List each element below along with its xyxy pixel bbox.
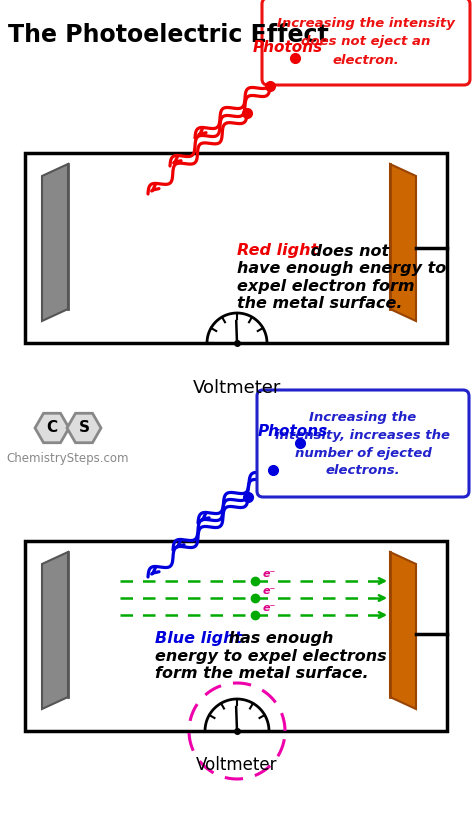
Text: has enough: has enough [223, 632, 333, 647]
Bar [25, 541, 447, 731]
Text: form the metal surface.: form the metal surface. [155, 666, 369, 681]
Text: have enough energy to: have enough energy to [237, 262, 446, 277]
Text: S: S [79, 420, 90, 435]
FancyBboxPatch shape [262, 0, 470, 85]
Polygon shape [42, 164, 68, 321]
Text: The Photoelectric Effect: The Photoelectric Effect [8, 23, 329, 47]
Polygon shape [390, 164, 416, 321]
Text: does not: does not [305, 243, 389, 258]
Text: Blue light: Blue light [155, 632, 242, 647]
Polygon shape [42, 552, 68, 709]
Text: −: − [273, 725, 283, 737]
Text: e⁻: e⁻ [263, 586, 276, 596]
Text: Increasing the
intensity, increases the
number of ejected
electrons.: Increasing the intensity, increases the … [275, 411, 450, 478]
Bar [25, 153, 447, 343]
Text: C: C [46, 420, 57, 435]
Text: Voltmeter: Voltmeter [196, 756, 278, 774]
Text: Voltmeter: Voltmeter [193, 379, 281, 397]
Text: −: − [271, 337, 282, 350]
Text: Photons: Photons [253, 40, 323, 55]
Text: expel electron form: expel electron form [237, 278, 414, 293]
Text: the metal surface.: the metal surface. [237, 296, 402, 311]
Text: e⁻: e⁻ [263, 603, 276, 613]
Text: ChemistrySteps.com: ChemistrySteps.com [7, 452, 129, 465]
Text: Photons: Photons [258, 424, 328, 439]
Text: e⁻: e⁻ [263, 569, 276, 579]
Polygon shape [390, 552, 416, 709]
Text: energy to expel electrons: energy to expel electrons [155, 648, 387, 663]
Text: −: − [192, 337, 203, 350]
FancyBboxPatch shape [257, 390, 469, 497]
Text: Increasing the intensity
does not eject an
electron.: Increasing the intensity does not eject … [277, 17, 455, 66]
Text: Red light: Red light [237, 243, 318, 258]
Text: −: − [191, 725, 201, 737]
